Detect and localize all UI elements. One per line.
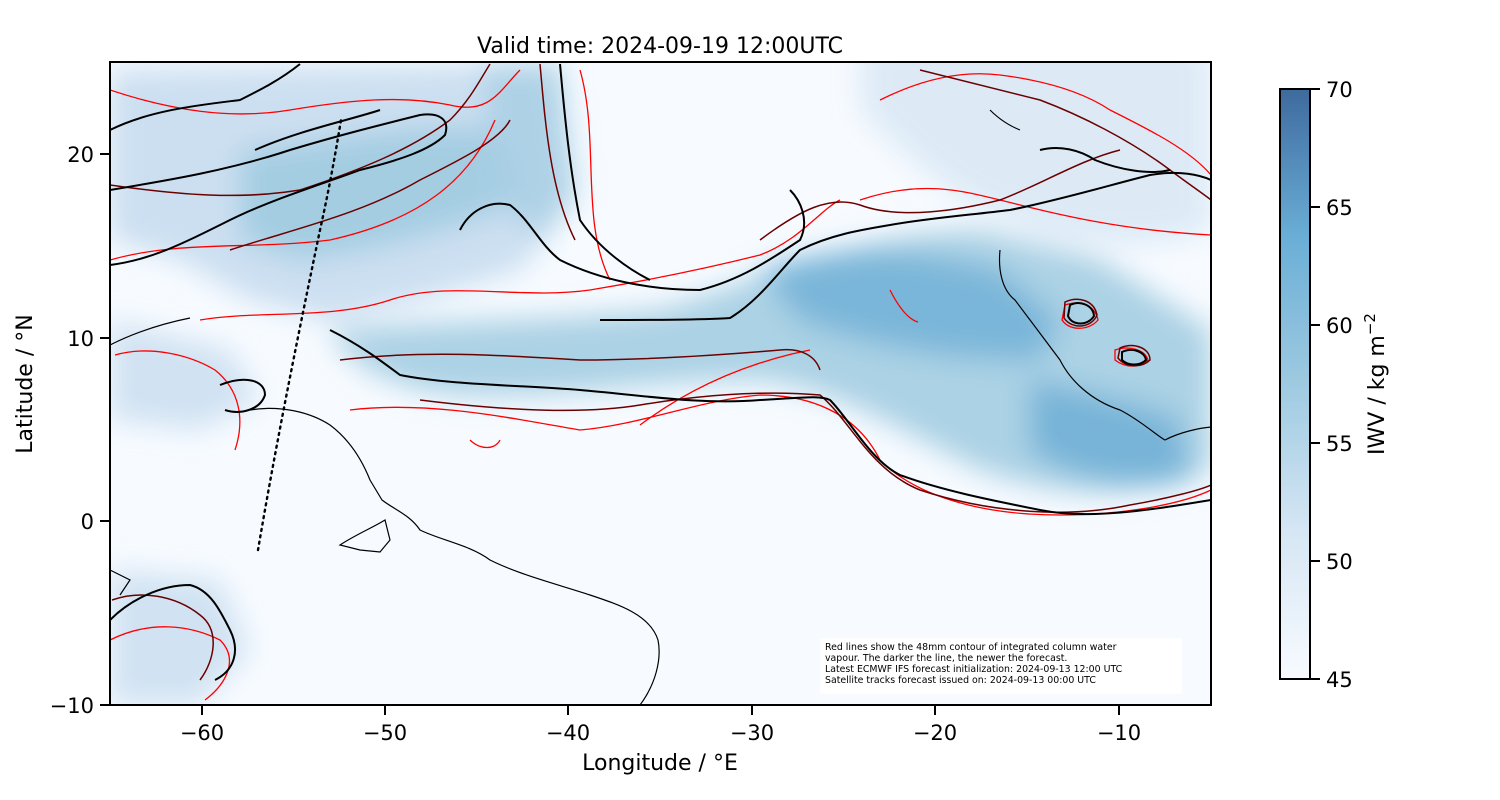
y-tick-label: 10	[67, 327, 94, 351]
x-tick-label: −10	[1097, 721, 1141, 745]
x-axis-label: Longitude / °E	[582, 751, 738, 776]
map-frame	[109, 61, 1212, 706]
annotation-line: vapour. The darker the line, the newer t…	[825, 653, 1068, 664]
map-title: Valid time: 2024-09-19 12:00UTC	[477, 34, 843, 59]
coastlines	[110, 109, 1211, 705]
contour-red	[110, 69, 1211, 701]
annotation-line: Latest ECMWF IFS forecast initialization…	[825, 664, 1123, 675]
x-tick-label: −30	[730, 721, 774, 745]
satellite-track	[256, 118, 343, 552]
annotation-box	[820, 638, 1182, 694]
annotation-line: Satellite tracks forecast issued on: 202…	[825, 675, 1096, 686]
y-tick-label: 20	[67, 143, 94, 167]
colorbar-tick-label: 45	[1326, 668, 1353, 692]
x-tick-label: −20	[913, 721, 957, 745]
colorbar-label-main: IWV / kg m	[1365, 335, 1390, 455]
contour-darkred	[110, 63, 1211, 681]
y-tick-label: −10	[50, 694, 94, 718]
map-panel	[110, 62, 1211, 705]
colorbar-label-exponent: −2	[1361, 313, 1379, 335]
x-tick-label: −60	[180, 721, 224, 745]
x-tick-label: −50	[363, 721, 407, 745]
y-tick-label: 0	[81, 510, 94, 534]
x-tick-label: −40	[546, 721, 590, 745]
colorbar-ticks	[1310, 88, 1320, 680]
y-axis-label: Latitude / °N	[13, 314, 38, 453]
y-axis	[100, 153, 110, 706]
colorbar	[1279, 88, 1311, 680]
annotation-line: Red lines show the 48mm contour of integ…	[825, 642, 1117, 653]
colorbar-tick-label: 65	[1326, 196, 1353, 220]
x-axis	[201, 705, 1120, 715]
colorbar-tick-label: 70	[1326, 78, 1353, 102]
colorbar-label: IWV / kg m−2	[1361, 313, 1390, 455]
colorbar-tick-label: 50	[1326, 550, 1353, 574]
colorbar-tick-label: 55	[1326, 432, 1353, 456]
contour-latest	[110, 63, 1211, 681]
colorbar-tick-label: 60	[1326, 314, 1353, 338]
